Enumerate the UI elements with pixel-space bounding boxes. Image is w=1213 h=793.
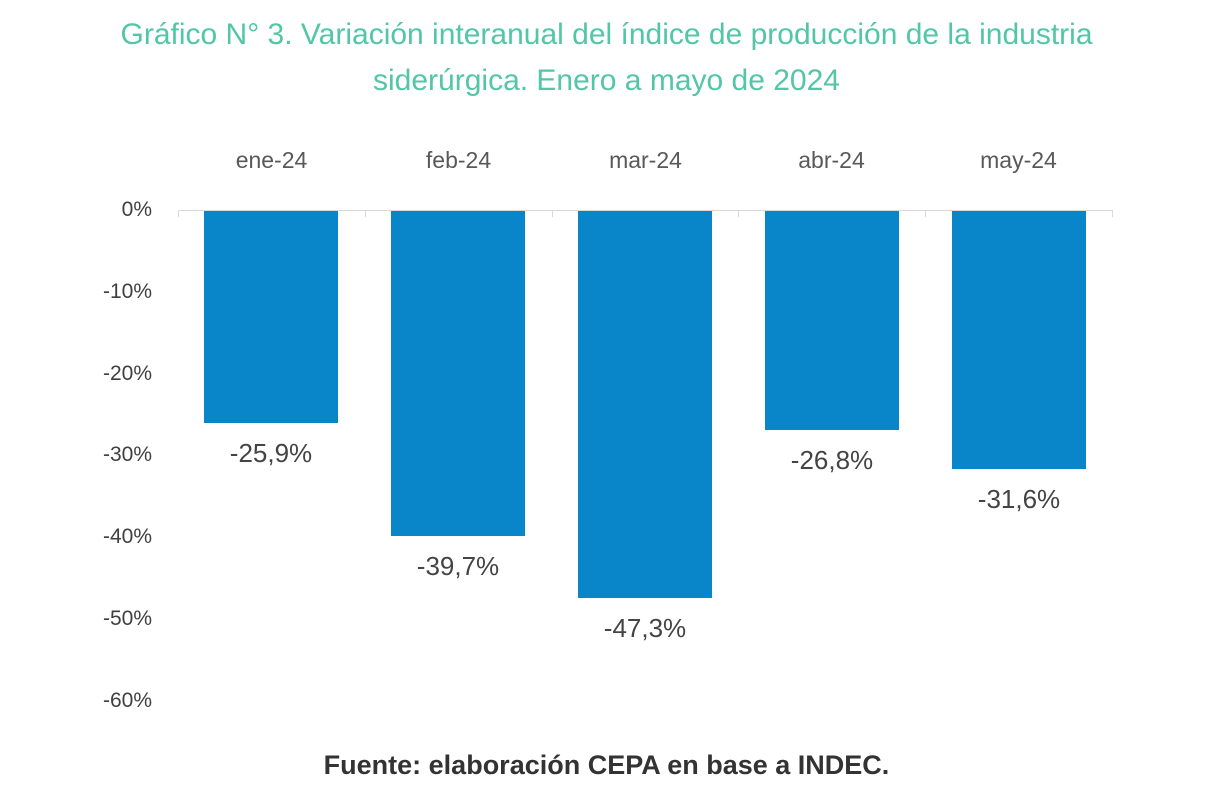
bar: [952, 211, 1086, 469]
category-label: feb-24: [425, 147, 492, 173]
bar: [204, 211, 338, 423]
value-label: -26,8%: [790, 445, 874, 475]
y-axis-tick-label: 0%: [121, 198, 152, 221]
axis-tick: [925, 210, 926, 217]
bar: [578, 211, 712, 598]
axis-tick: [178, 210, 179, 217]
y-axis-tick-label: -10%: [102, 280, 152, 303]
y-axis-tick-label: -20%: [102, 362, 152, 385]
chart-title: Gráfico N° 3. Variación interanual del í…: [0, 12, 1213, 104]
chart-title-line-2: siderúrgica. Enero a mayo de 2024: [373, 64, 840, 97]
category-label: ene-24: [235, 147, 308, 173]
source-caption: Fuente: elaboración CEPA en base a INDEC…: [323, 750, 890, 780]
value-label: -47,3%: [603, 613, 687, 643]
y-axis-tick-label: -30%: [102, 443, 152, 466]
axis-tick: [738, 210, 739, 217]
bar: [391, 211, 525, 536]
category-label: mar-24: [609, 147, 682, 173]
value-label: -31,6%: [977, 484, 1061, 514]
value-label: -25,9%: [229, 438, 313, 468]
chart-title-line-1: Gráfico N° 3. Variación interanual del í…: [120, 18, 1093, 51]
axis-tick: [365, 210, 366, 217]
y-axis-tick-label: -40%: [102, 525, 152, 548]
bar: [765, 211, 899, 430]
category-label: abr-24: [798, 147, 865, 173]
category-label: may-24: [980, 147, 1057, 173]
value-label: -39,7%: [416, 551, 500, 581]
x-axis-line: [178, 210, 1112, 211]
axis-tick: [552, 210, 553, 217]
y-axis-tick-label: -60%: [102, 689, 152, 712]
y-axis-tick-label: -50%: [102, 607, 152, 630]
axis-tick: [1112, 210, 1113, 217]
